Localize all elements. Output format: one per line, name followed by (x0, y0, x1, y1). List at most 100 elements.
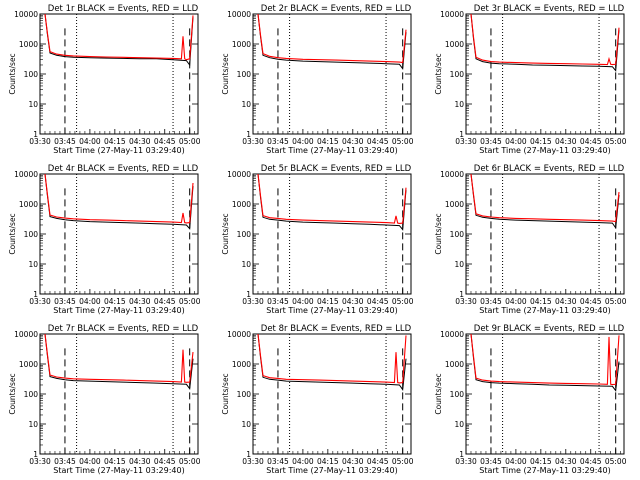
x-tick-label: 04:30 (342, 457, 364, 466)
x-axis-label: Start Time (27-May-11 03:29:40) (266, 466, 397, 475)
x-tick-label: 03:45 (267, 137, 289, 146)
chart-title: Det 8r BLACK = Events, RED = LLD (261, 324, 412, 334)
chart-title: Det 3r BLACK = Events, RED = LLD (474, 4, 625, 14)
x-axis-label: Start Time (27-May-11 03:29:40) (266, 306, 397, 315)
y-tick-label: 1 (33, 290, 38, 299)
y-axis-label: Counts/sec (434, 53, 443, 94)
x-tick-label: 04:30 (555, 457, 577, 466)
x-axis-label: Start Time (27-May-11 03:29:40) (53, 306, 184, 315)
y-axis-label: Counts/sec (221, 373, 230, 414)
y-axis-label: Counts/sec (434, 213, 443, 254)
y-tick-label: 1000 (19, 360, 38, 369)
x-tick-label: 03:45 (480, 457, 502, 466)
x-tick-label: 05:00 (605, 297, 627, 306)
x-tick-label: 03:45 (54, 457, 76, 466)
chart-panel-3: Det 3r BLACK = Events, RED = LLD 1 10 100 10… (434, 4, 627, 155)
x-tick-label: 04:30 (555, 297, 577, 306)
series-events-line (257, 174, 407, 231)
y-tick-label: 1 (246, 290, 251, 299)
series-events-line (44, 14, 194, 67)
x-tick-label: 04:15 (530, 137, 552, 146)
plot-frame (252, 173, 412, 295)
series-lld-line (44, 334, 194, 383)
y-tick-label: 10000 (227, 170, 251, 179)
x-tick-label: 04:45 (154, 457, 176, 466)
x-tick-label: 04:45 (580, 137, 602, 146)
x-tick-label: 03:45 (480, 297, 502, 306)
y-tick-label: 10000 (227, 10, 251, 19)
x-tick-label: 04:00 (79, 457, 101, 466)
plot-frame (252, 333, 412, 455)
y-tick-label: 100 (450, 390, 465, 399)
plot-frame (465, 173, 625, 295)
x-tick-label: 04:15 (317, 297, 339, 306)
x-tick-label: 04:15 (317, 137, 339, 146)
x-tick-label: 05:00 (179, 457, 201, 466)
series-lld-line (44, 14, 194, 61)
y-axis-label: Counts/sec (434, 373, 443, 414)
chart-title: Det 6r BLACK = Events, RED = LLD (474, 164, 625, 174)
series-lld-line (257, 174, 407, 224)
x-tick-label: 04:15 (104, 137, 126, 146)
x-axis-label: Start Time (27-May-11 03:29:40) (53, 466, 184, 475)
y-tick-label: 10000 (440, 170, 464, 179)
series-events-line (44, 334, 194, 391)
x-tick-label: 04:30 (129, 297, 151, 306)
x-tick-label: 03:30 (455, 457, 477, 466)
x-axis-label: Start Time (27-May-11 03:29:40) (479, 466, 610, 475)
x-tick-label: 04:00 (505, 137, 527, 146)
y-tick-label: 100 (24, 390, 39, 399)
x-tick-label: 04:00 (79, 297, 101, 306)
y-tick-label: 10000 (14, 170, 38, 179)
y-tick-label: 1000 (19, 40, 38, 49)
x-tick-label: 03:45 (54, 137, 76, 146)
x-tick-label: 05:00 (392, 457, 414, 466)
y-tick-label: 10000 (440, 10, 464, 19)
x-tick-label: 04:45 (367, 457, 389, 466)
y-tick-label: 1000 (445, 40, 464, 49)
x-tick-label: 04:15 (104, 457, 126, 466)
y-tick-label: 1 (459, 450, 464, 459)
x-tick-label: 03:45 (267, 457, 289, 466)
series-lld-line (470, 14, 620, 66)
plot-frame (252, 13, 412, 135)
x-axis-label: Start Time (27-May-11 03:29:40) (53, 146, 184, 155)
y-tick-label: 1 (33, 450, 38, 459)
y-tick-label: 10 (454, 420, 464, 429)
x-tick-label: 04:30 (342, 137, 364, 146)
x-axis-label: Start Time (27-May-11 03:29:40) (479, 146, 610, 155)
chart-panel-5: Det 5r BLACK = Events, RED = LLD 1 10 100 10… (221, 164, 414, 315)
chart-title: Det 9r BLACK = Events, RED = LLD (474, 324, 625, 334)
y-tick-label: 100 (237, 230, 252, 239)
x-tick-label: 04:15 (530, 457, 552, 466)
x-tick-label: 04:30 (129, 137, 151, 146)
x-tick-label: 04:30 (555, 137, 577, 146)
series-events-line (470, 334, 620, 392)
y-tick-label: 10 (241, 100, 251, 109)
x-tick-label: 03:30 (242, 457, 264, 466)
x-tick-label: 04:30 (342, 297, 364, 306)
y-tick-label: 100 (24, 70, 39, 79)
y-axis-label: Counts/sec (221, 53, 230, 94)
chart-panel-7: Det 7r BLACK = Events, RED = LLD 1 10 100 10… (8, 324, 201, 475)
y-tick-label: 1 (246, 130, 251, 139)
plot-frame (39, 173, 199, 295)
chart-panel-8: Det 8r BLACK = Events, RED = LLD 1 10 100 10… (221, 324, 414, 475)
plot-frame (465, 333, 625, 455)
x-tick-label: 05:00 (392, 297, 414, 306)
x-tick-label: 04:00 (79, 137, 101, 146)
chart-title: Det 7r BLACK = Events, RED = LLD (48, 324, 199, 334)
x-tick-label: 03:30 (242, 297, 264, 306)
x-tick-label: 04:45 (367, 297, 389, 306)
chart-title: Det 5r BLACK = Events, RED = LLD (261, 164, 412, 174)
series-lld-line (257, 334, 407, 384)
plot-frame (39, 333, 199, 455)
x-tick-label: 04:00 (292, 137, 314, 146)
chart-title: Det 1r BLACK = Events, RED = LLD (48, 4, 199, 14)
x-tick-label: 03:45 (267, 297, 289, 306)
x-tick-label: 05:00 (605, 457, 627, 466)
chart-panel-4: Det 4r BLACK = Events, RED = LLD 1 10 100 10… (8, 164, 201, 315)
y-axis-label: Counts/sec (8, 53, 17, 94)
series-events-line (470, 14, 620, 72)
